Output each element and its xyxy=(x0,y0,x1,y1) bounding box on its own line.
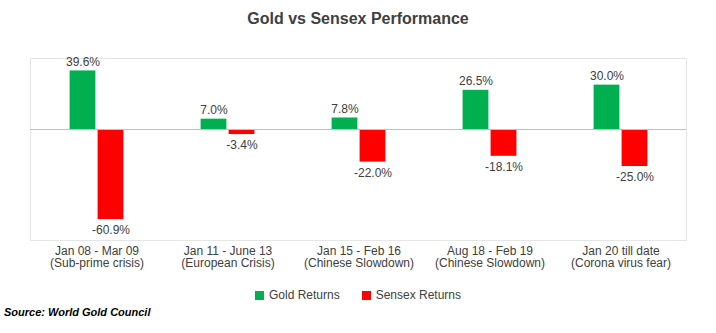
html-text:Sensex Returns: Sensex Returns xyxy=(375,288,461,302)
svg-text:Jan 15 - Feb 16(Chinese Slowdo: Jan 15 - Feb 16(Chinese Slowdown) xyxy=(304,244,414,270)
html-text:Gold Returns: Gold Returns xyxy=(269,288,340,302)
svg-text:-25.0%: -25.0% xyxy=(616,170,654,184)
svg-text:-3.4%: -3.4% xyxy=(226,138,258,152)
svg-text:-60.9%: -60.9% xyxy=(92,223,130,237)
svg-text:-18.1%: -18.1% xyxy=(485,160,523,174)
svg-text:Jan 20 till date(Corona virus: Jan 20 till date(Corona virus fear) xyxy=(571,244,671,270)
svg-text:Jan 11 - June 13(European Cris: Jan 11 - June 13(European Crisis) xyxy=(181,244,274,270)
svg-text:-22.0%: -22.0% xyxy=(354,166,392,180)
svg-text:7.8%: 7.8% xyxy=(331,102,359,116)
svg-text:7.0%: 7.0% xyxy=(200,103,228,117)
svg-text:Jan 08 - Mar 09(Sub-prime cris: Jan 08 - Mar 09(Sub-prime crisis) xyxy=(50,244,144,270)
svg-text:Aug 18 - Feb 19(Chinese Slowdo: Aug 18 - Feb 19(Chinese Slowdown) xyxy=(435,244,545,270)
svg-text:30.0%: 30.0% xyxy=(590,69,624,83)
svg-text:39.6%: 39.6% xyxy=(66,55,100,69)
svg-text:26.5%: 26.5% xyxy=(459,74,493,88)
html-text:Gold vs Sensex Performance: Gold vs Sensex Performance xyxy=(247,10,469,27)
html-text:Source: World Gold Council: Source: World Gold Council xyxy=(4,306,151,318)
